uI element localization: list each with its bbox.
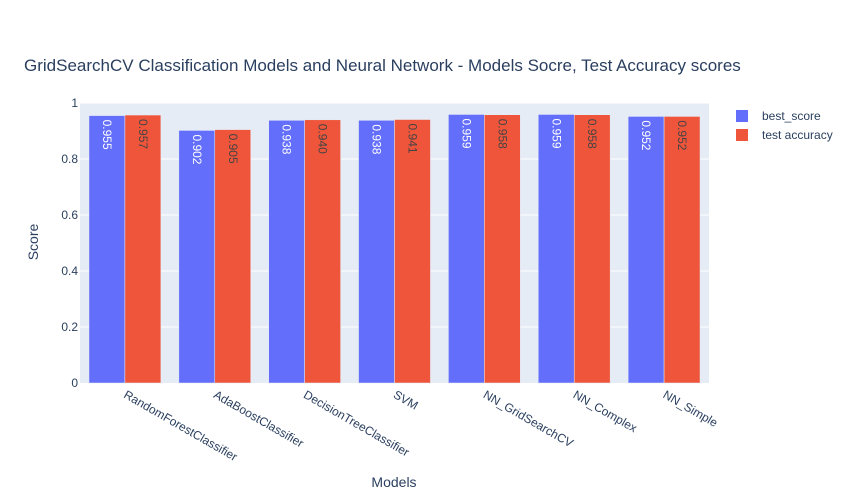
data-label: 0.959 — [549, 118, 563, 148]
legend-item-best-score[interactable]: best_score — [736, 106, 833, 125]
data-label: 0.958 — [585, 119, 599, 149]
chart-title: GridSearchCV Classification Models and N… — [24, 56, 741, 75]
bar-best-score-1[interactable] — [178, 130, 216, 384]
legend[interactable]: best_score test accuracy — [736, 106, 833, 144]
data-label: 0.955 — [100, 120, 114, 150]
x-tick-label: AdaBoostClassifier — [211, 387, 306, 450]
bar-best-score-6[interactable] — [627, 116, 665, 384]
x-tick-label: NN_Complex — [571, 387, 640, 435]
bar-best-score-3[interactable] — [358, 120, 395, 384]
legend-label-best-score: best_score — [762, 108, 821, 123]
bar-best-score-5[interactable] — [538, 114, 575, 384]
y-tick-label: 0 — [71, 376, 78, 390]
data-label: 0.938 — [280, 124, 294, 154]
bar-best-score-0[interactable] — [88, 115, 126, 384]
data-label: 0.905 — [226, 134, 240, 164]
x-tick-labels: RandomForestClassifierAdaBoostClassifier… — [121, 387, 720, 463]
bar-test-accuracy-3[interactable] — [394, 119, 431, 384]
bar-test-accuracy-0[interactable] — [124, 114, 162, 384]
data-label: 0.957 — [136, 119, 150, 149]
bar-test-accuracy-5[interactable] — [573, 114, 611, 384]
y-tick-label: 1 — [71, 96, 78, 110]
x-tick-label: NN_GridSearchCV — [481, 387, 576, 450]
bar-test-accuracy-4[interactable] — [484, 114, 521, 384]
data-label: 0.952 — [675, 120, 689, 150]
data-label: 0.959 — [459, 118, 473, 148]
x-tick-label: NN_Simple — [661, 387, 721, 430]
data-label: 0.958 — [495, 119, 509, 149]
y-tick-label: 0.8 — [61, 152, 78, 166]
y-tick-label: 0.2 — [61, 320, 78, 334]
legend-swatch-test-accuracy — [736, 128, 748, 141]
bar-test-accuracy-1[interactable] — [214, 129, 251, 384]
legend-label-test-accuracy: test accuracy — [762, 127, 833, 142]
x-tick-label: SVM — [391, 387, 421, 412]
y-tick-label: 0.6 — [61, 208, 78, 222]
bar-best-score-4[interactable] — [448, 114, 485, 384]
y-axis-title: Score — [25, 223, 41, 261]
bars: 0.955 0.957 0.902 0.905 0.938 0.940 0.938 0.941… — [88, 114, 701, 384]
data-label: 0.941 — [405, 124, 419, 154]
y-tick-label: 0.4 — [61, 264, 78, 278]
bar-test-accuracy-2[interactable] — [304, 119, 341, 384]
data-label: 0.938 — [370, 124, 384, 154]
data-label: 0.902 — [190, 134, 204, 164]
y-tick-labels: 0 0.2 0.4 0.6 0.8 1 — [61, 96, 78, 390]
bar-best-score-2[interactable] — [268, 120, 305, 384]
bar-test-accuracy-6[interactable] — [663, 116, 701, 384]
data-label: 0.952 — [639, 120, 653, 150]
legend-item-test-accuracy[interactable]: test accuracy — [736, 125, 833, 144]
data-label: 0.940 — [316, 124, 330, 154]
legend-swatch-best-score — [736, 109, 748, 122]
x-axis-title: Models — [371, 474, 417, 490]
